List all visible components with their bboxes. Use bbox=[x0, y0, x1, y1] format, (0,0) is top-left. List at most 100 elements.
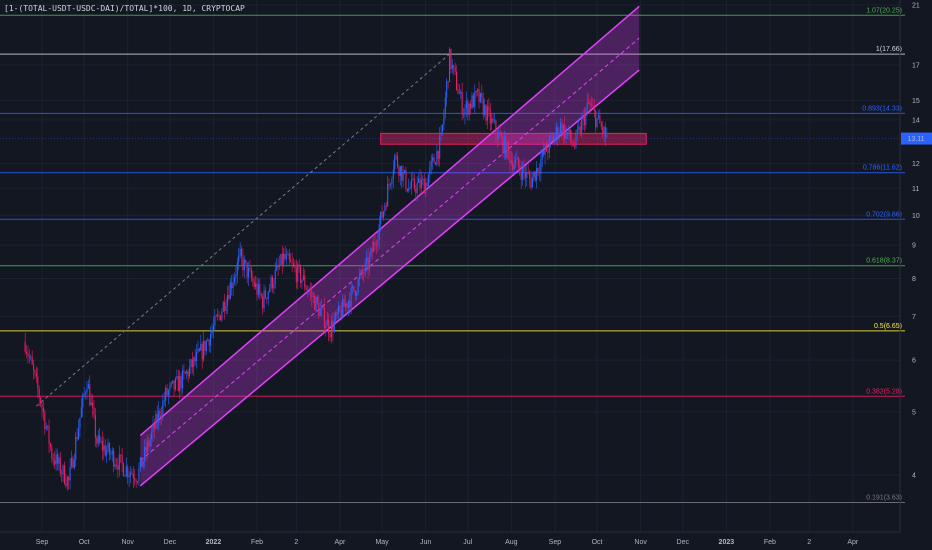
candle-body bbox=[474, 91, 476, 108]
y-tick-label: 15 bbox=[912, 98, 920, 105]
candle-body bbox=[217, 314, 219, 317]
candle-body bbox=[287, 253, 289, 256]
candle-body bbox=[288, 253, 290, 260]
candle-body bbox=[201, 344, 203, 360]
candle-body bbox=[454, 66, 456, 72]
candle-body bbox=[211, 330, 213, 335]
candle-body bbox=[540, 159, 542, 173]
candle-body bbox=[249, 267, 251, 270]
price-axis[interactable]: 21 17 15 14 12 11 10 9 8 7 6 5 4 13.11 bbox=[0, 0, 932, 532]
candle-body bbox=[409, 187, 411, 189]
candle-body bbox=[108, 443, 111, 455]
candle-body bbox=[245, 259, 247, 263]
candle-body bbox=[536, 167, 538, 181]
trend-line[interactable] bbox=[36, 53, 450, 407]
candle-body bbox=[129, 472, 132, 476]
candle-body bbox=[453, 65, 455, 67]
candle-body bbox=[55, 454, 57, 465]
candle-body bbox=[62, 465, 64, 475]
y-tick-label: 10 bbox=[912, 213, 920, 220]
candle-body bbox=[304, 275, 306, 288]
candle-body bbox=[291, 262, 293, 264]
candle-body bbox=[458, 93, 460, 95]
x-tick-label: Feb bbox=[764, 539, 776, 546]
candle-body bbox=[498, 131, 500, 139]
candle-body bbox=[352, 286, 354, 288]
candle-body bbox=[45, 426, 47, 429]
candle-body bbox=[184, 372, 186, 374]
candle-body bbox=[378, 224, 380, 241]
x-tick-label: Nov bbox=[121, 539, 134, 546]
candle-body bbox=[66, 477, 68, 487]
candle-body bbox=[314, 295, 316, 311]
candle-body bbox=[585, 110, 587, 126]
candle-body bbox=[56, 454, 59, 464]
candle-body bbox=[499, 131, 501, 136]
candle-body bbox=[260, 293, 262, 297]
candle-body bbox=[180, 376, 182, 389]
candle-body bbox=[402, 171, 404, 181]
candle-body bbox=[276, 265, 278, 271]
candle-body bbox=[356, 292, 358, 297]
candle-body bbox=[191, 359, 193, 368]
candle-body bbox=[76, 436, 78, 439]
candle-body bbox=[294, 265, 296, 269]
candle-body bbox=[83, 393, 85, 395]
candle-body bbox=[408, 188, 410, 192]
fib-retracement[interactable]: 1.07(20.25) 1(17.66) 0.893(14.33) 0.786(11.… bbox=[0, 7, 905, 504]
candle-body bbox=[394, 155, 396, 170]
x-tick-label: Oct bbox=[592, 539, 603, 546]
candle-body bbox=[82, 394, 84, 408]
candle-body bbox=[589, 102, 591, 106]
candle-body bbox=[444, 97, 446, 114]
candle-body bbox=[163, 400, 165, 402]
candle-body bbox=[340, 309, 342, 318]
candle-body bbox=[207, 339, 209, 342]
candle-body bbox=[101, 441, 103, 451]
candle-body bbox=[432, 157, 434, 161]
candle-body bbox=[484, 104, 486, 115]
candle-body bbox=[550, 136, 552, 138]
candle-body bbox=[137, 481, 139, 483]
candle-body bbox=[321, 307, 323, 309]
candle-body bbox=[193, 357, 195, 368]
candle-body bbox=[73, 459, 75, 468]
candle-body bbox=[132, 473, 134, 479]
candle-body bbox=[179, 376, 181, 392]
candle-body bbox=[505, 136, 507, 159]
y-tick-label: 14 bbox=[912, 117, 920, 124]
candle-body bbox=[325, 325, 327, 329]
candle-body bbox=[576, 129, 578, 132]
candle-body bbox=[120, 454, 122, 456]
candle-body bbox=[44, 411, 46, 429]
candle-body bbox=[596, 118, 598, 128]
candle-body bbox=[188, 366, 191, 377]
candle-body bbox=[142, 460, 144, 467]
candle-body bbox=[423, 178, 425, 194]
candle-body bbox=[248, 267, 250, 278]
fib-level-label: 0.5(6.65) bbox=[874, 323, 902, 330]
candle-body bbox=[319, 308, 321, 316]
time-axis[interactable]: Sep Oct Nov Dec 2022 Feb 2 Apr May Jun Jul Aug Sep Oc… bbox=[0, 531, 900, 546]
candle-body bbox=[165, 387, 167, 401]
candle-body bbox=[552, 136, 555, 141]
candle-body bbox=[510, 160, 512, 164]
x-tick-label: May bbox=[375, 539, 389, 546]
candle-body bbox=[330, 321, 333, 338]
candle-body bbox=[599, 115, 601, 124]
candle-body bbox=[523, 165, 525, 173]
candle-body bbox=[451, 65, 453, 70]
candle-body bbox=[492, 118, 494, 122]
candle-body bbox=[436, 150, 438, 165]
candle-body bbox=[578, 126, 580, 130]
candle-body bbox=[582, 114, 584, 120]
candle-body bbox=[430, 160, 432, 167]
candle-body bbox=[520, 171, 522, 180]
channel-median-line bbox=[140, 37, 640, 461]
candle-body bbox=[90, 402, 92, 406]
x-tick-label: Apr bbox=[334, 539, 346, 546]
candle-body bbox=[194, 357, 196, 362]
candle-body bbox=[139, 457, 141, 469]
